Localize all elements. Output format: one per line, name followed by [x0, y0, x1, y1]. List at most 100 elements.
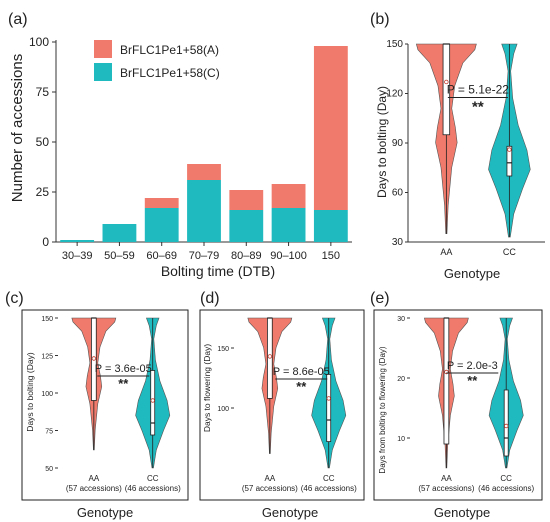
bar-segment-a	[144, 198, 179, 208]
category-label: (46 accessions)	[478, 484, 534, 493]
category-label: CC	[147, 474, 159, 483]
bar-segment-a	[187, 164, 221, 180]
panel-a-xtick-label: 90–100	[270, 250, 307, 262]
panel-label-e: (e)	[370, 290, 390, 307]
ytick-label: 100	[217, 406, 229, 413]
panel-a-xlabel: Bolting time (DTB)	[161, 263, 275, 279]
category-label: (46 accessions)	[301, 484, 357, 493]
bar-segment-c	[60, 240, 95, 242]
panel-d-xlabel: Genotype	[262, 505, 318, 520]
panel-a-xtick-label: 150	[322, 250, 340, 262]
box	[443, 317, 450, 445]
panel-a-ylabel: Number of accessions	[9, 54, 26, 202]
panel-d-frame	[199, 309, 365, 501]
bar-segment-c	[229, 210, 264, 242]
panel-a-ytick-label: 0	[42, 235, 49, 249]
ytick-label: 30	[392, 237, 404, 248]
bar-segment-c	[187, 180, 221, 242]
category-label: (46 accessions)	[125, 484, 181, 493]
ytick-label: 60	[392, 188, 404, 199]
ytick-label: 125	[41, 354, 53, 361]
category-label: AA	[265, 474, 276, 483]
bar-segment-a	[229, 190, 264, 210]
mean-point	[326, 396, 331, 401]
panel-d: (d) Days to flowering (Day) Genotype 100…	[199, 290, 365, 520]
significance-label: **	[296, 379, 307, 394]
panel-b-ylabel: Days to bolting (Day)	[375, 86, 389, 198]
panel-label-b: (b)	[370, 11, 390, 28]
ytick-label: 150	[217, 346, 229, 353]
panel-a-ytick-label: 50	[36, 135, 50, 149]
significance-label: **	[118, 376, 129, 391]
mean-point	[507, 147, 512, 152]
panel-e-xlabel: Genotype	[434, 505, 490, 520]
significance-label: **	[467, 373, 478, 388]
ytick-label: 10	[397, 436, 405, 443]
category-label: AA	[440, 247, 452, 257]
p-value-label: P = 5.1e-22	[447, 83, 509, 97]
bar-segment-c	[102, 224, 137, 242]
ytick-label: 150	[41, 316, 53, 323]
panel-c-xlabel: Genotype	[77, 505, 133, 520]
panel-a-xtick-label: 50–59	[104, 250, 135, 262]
box	[326, 373, 332, 442]
legend-label-c: BrFLC1Pe1+58(C)	[120, 66, 220, 80]
panel-c: (c) Days to bolting (Day) Genotype 50 75 1…	[5, 290, 189, 520]
panel-a-ytick-label: 75	[36, 85, 50, 99]
mean-point	[444, 369, 449, 375]
panel-a-xtick-label: 30–39	[62, 250, 93, 262]
panel-b-xlabel: Genotype	[444, 266, 500, 281]
panel-c-frame	[21, 309, 189, 501]
panel-d-ylabel: Days to flowering (Day)	[202, 344, 212, 433]
ytick-label: 75	[45, 429, 53, 436]
box	[506, 145, 513, 177]
panel-a-xtick-label: 60–69	[146, 250, 177, 262]
mean-point	[267, 354, 273, 359]
p-value-label: P = 2.0e-3	[447, 360, 498, 372]
panel-e-frame	[373, 309, 543, 501]
box	[150, 370, 156, 436]
ytick-label: 50	[45, 466, 53, 473]
panel-a-legend: BrFLC1Pe1+58(A) BrFLC1Pe1+58(C)	[94, 40, 220, 81]
ytick-label: 120	[386, 89, 403, 100]
panel-a-xtick-label: 70–79	[189, 250, 220, 262]
panel-e: (e) Days from bolting to flowering (Day)…	[370, 290, 543, 520]
panel-a-ytick-label: 25	[36, 185, 50, 199]
panel-label-d: (d)	[200, 290, 220, 307]
category-label: (57 accessions)	[242, 484, 298, 493]
panel-b: (b) Days to bolting (Day) Genotype 30 60 9…	[370, 11, 545, 281]
category-label: (57 accessions)	[418, 484, 474, 493]
panel-c-ylabel: Days to bolting (Day)	[25, 352, 35, 432]
panel-label-c: (c)	[5, 290, 24, 307]
bar-segment-c	[271, 208, 306, 242]
panel-a: (a) Number of accessions Bolting time (D…	[8, 11, 352, 279]
legend-swatch-a	[94, 40, 112, 58]
category-label: CC	[503, 247, 516, 257]
panel-a-xtick-label: 80–89	[231, 250, 262, 262]
mean-point	[444, 79, 449, 85]
bar-segment-a	[271, 184, 306, 208]
mean-point	[504, 423, 509, 429]
mean-point	[91, 356, 97, 361]
legend-swatch-c	[94, 63, 112, 81]
ytick-label: 30	[397, 316, 405, 323]
category-label: AA	[441, 474, 452, 483]
box	[503, 389, 509, 457]
panel-a-ytick-label: 100	[29, 35, 49, 49]
panel-e-ylabel: Days from bolting to flowering (Day)	[378, 346, 387, 473]
significance-label: **	[472, 99, 484, 116]
ytick-label: 100	[41, 391, 53, 398]
panel-label-a: (a)	[8, 11, 28, 28]
bar-segment-c	[144, 208, 179, 242]
ytick-label: 150	[386, 39, 403, 50]
mean-point	[150, 398, 155, 403]
category-label: CC	[500, 474, 512, 483]
legend-label-a: BrFLC1Pe1+58(A)	[120, 43, 219, 57]
p-value-label: P = 3.6e-05	[95, 363, 152, 375]
category-label: AA	[89, 474, 100, 483]
p-value-label: P = 8.6e-05	[273, 366, 330, 378]
category-label: CC	[323, 474, 335, 483]
bar-segment-a	[313, 46, 348, 210]
category-label: (57 accessions)	[66, 484, 122, 493]
